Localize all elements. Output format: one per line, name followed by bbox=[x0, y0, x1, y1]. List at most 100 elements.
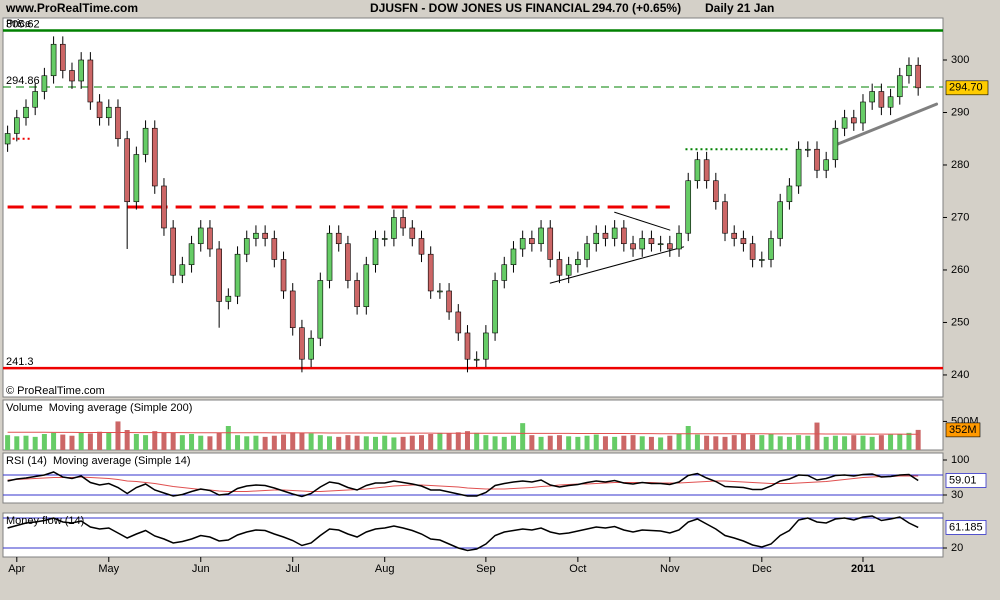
candle-body bbox=[179, 264, 186, 276]
candle-body bbox=[280, 259, 287, 292]
x-tick-label: Jul bbox=[286, 563, 300, 575]
candle-body bbox=[207, 227, 213, 250]
volume-bar bbox=[446, 433, 452, 450]
candle-body bbox=[786, 185, 793, 203]
volume-bar bbox=[814, 422, 820, 450]
volume-bar bbox=[621, 435, 627, 450]
candle-body bbox=[464, 332, 471, 360]
candle-body bbox=[667, 243, 673, 250]
x-tick-label: May bbox=[98, 563, 119, 575]
volume-bar bbox=[428, 434, 434, 450]
volume-bar bbox=[704, 435, 710, 450]
legend-entry: Moving average (Simple 14) bbox=[53, 455, 191, 467]
candle-body bbox=[860, 101, 866, 124]
candle-body bbox=[142, 127, 149, 155]
candle-body bbox=[262, 232, 268, 239]
candle-body bbox=[657, 243, 664, 246]
volume-bar bbox=[474, 432, 480, 450]
volume-bar bbox=[69, 435, 75, 450]
volume-bar bbox=[520, 423, 526, 450]
x-tick-label: Dec bbox=[752, 563, 772, 575]
candle-body bbox=[326, 232, 333, 281]
candle-body bbox=[749, 243, 756, 260]
legend-entry: Volume bbox=[6, 402, 43, 414]
candle-body bbox=[446, 290, 452, 313]
candle-body bbox=[639, 238, 646, 250]
volume-bar bbox=[639, 436, 645, 450]
candle-body bbox=[473, 358, 480, 361]
volume-bar bbox=[566, 436, 572, 450]
candle-body bbox=[161, 185, 167, 229]
volume-bar bbox=[189, 434, 195, 450]
candle-body bbox=[289, 290, 296, 329]
candle-body bbox=[225, 295, 232, 302]
x-tick-label: Sep bbox=[476, 563, 496, 575]
candle-body bbox=[547, 227, 554, 260]
candle-body bbox=[501, 264, 508, 281]
y-tick-label: 30 bbox=[951, 489, 963, 501]
candle-body bbox=[832, 127, 839, 161]
volume-bar bbox=[694, 434, 700, 450]
volume-bar bbox=[750, 434, 756, 450]
volume-bar bbox=[842, 436, 848, 450]
volume-bar bbox=[667, 435, 673, 450]
level-label: 305.62 bbox=[6, 18, 40, 30]
candle-body bbox=[335, 232, 342, 245]
last-value-box bbox=[945, 80, 989, 96]
candle-body bbox=[694, 159, 701, 182]
volume-bar bbox=[584, 435, 590, 450]
candle-body bbox=[621, 227, 627, 245]
volume-bar bbox=[906, 432, 912, 450]
candle-body bbox=[519, 238, 526, 250]
candle-body bbox=[32, 91, 38, 108]
candle-body bbox=[731, 232, 738, 239]
candle-body bbox=[437, 290, 443, 293]
y-tick-label: 240 bbox=[951, 369, 969, 381]
panel-title: Price bbox=[6, 18, 31, 30]
candle-body bbox=[823, 159, 829, 171]
volume-bar bbox=[382, 435, 388, 450]
y-tick-label: 270 bbox=[951, 211, 969, 223]
credit: © ProRealTime.com bbox=[6, 385, 105, 397]
x-tick-label: Aug bbox=[375, 563, 395, 575]
candle-body bbox=[317, 280, 324, 339]
candle-body bbox=[188, 243, 195, 266]
candle-body bbox=[602, 232, 609, 239]
y-tick-label: 280 bbox=[951, 159, 969, 171]
x-tick-label: Nov bbox=[660, 563, 680, 575]
level-label: 241.3 bbox=[6, 356, 34, 368]
candle-body bbox=[759, 259, 765, 261]
candle-body bbox=[850, 117, 857, 124]
candle-body bbox=[151, 127, 158, 187]
volume-bar bbox=[529, 435, 535, 450]
volume-bar bbox=[115, 421, 121, 450]
x-tick-label: Oct bbox=[569, 563, 586, 575]
candle-body bbox=[308, 337, 314, 360]
candle-body bbox=[363, 264, 370, 308]
volume-bar bbox=[133, 434, 139, 450]
volume-bar bbox=[658, 437, 664, 450]
volume-bar bbox=[253, 435, 259, 450]
volume-bar bbox=[455, 432, 461, 450]
volume-bar bbox=[768, 434, 774, 450]
candle-body bbox=[483, 332, 489, 360]
volume-bar bbox=[437, 432, 443, 450]
volume-bar bbox=[170, 432, 176, 450]
volume-bar bbox=[878, 435, 884, 450]
candle-body bbox=[4, 133, 11, 145]
candle-body bbox=[575, 259, 581, 266]
candle-body bbox=[372, 238, 379, 266]
volume-bar bbox=[869, 436, 875, 450]
volume-bar bbox=[216, 432, 222, 450]
candle-body bbox=[105, 106, 112, 119]
volume-bar bbox=[501, 436, 507, 450]
candle-body bbox=[59, 43, 66, 71]
x-tick-label: 2011 bbox=[851, 563, 875, 575]
legend-entry: RSI (14) bbox=[6, 455, 47, 467]
volume-bar bbox=[713, 436, 719, 450]
y-tick-label: 260 bbox=[951, 264, 969, 276]
last-value-label: 59.01 bbox=[949, 474, 977, 486]
volume-bar bbox=[281, 434, 287, 450]
series-line bbox=[7, 471, 919, 498]
level-label: 294.86 bbox=[6, 75, 40, 87]
